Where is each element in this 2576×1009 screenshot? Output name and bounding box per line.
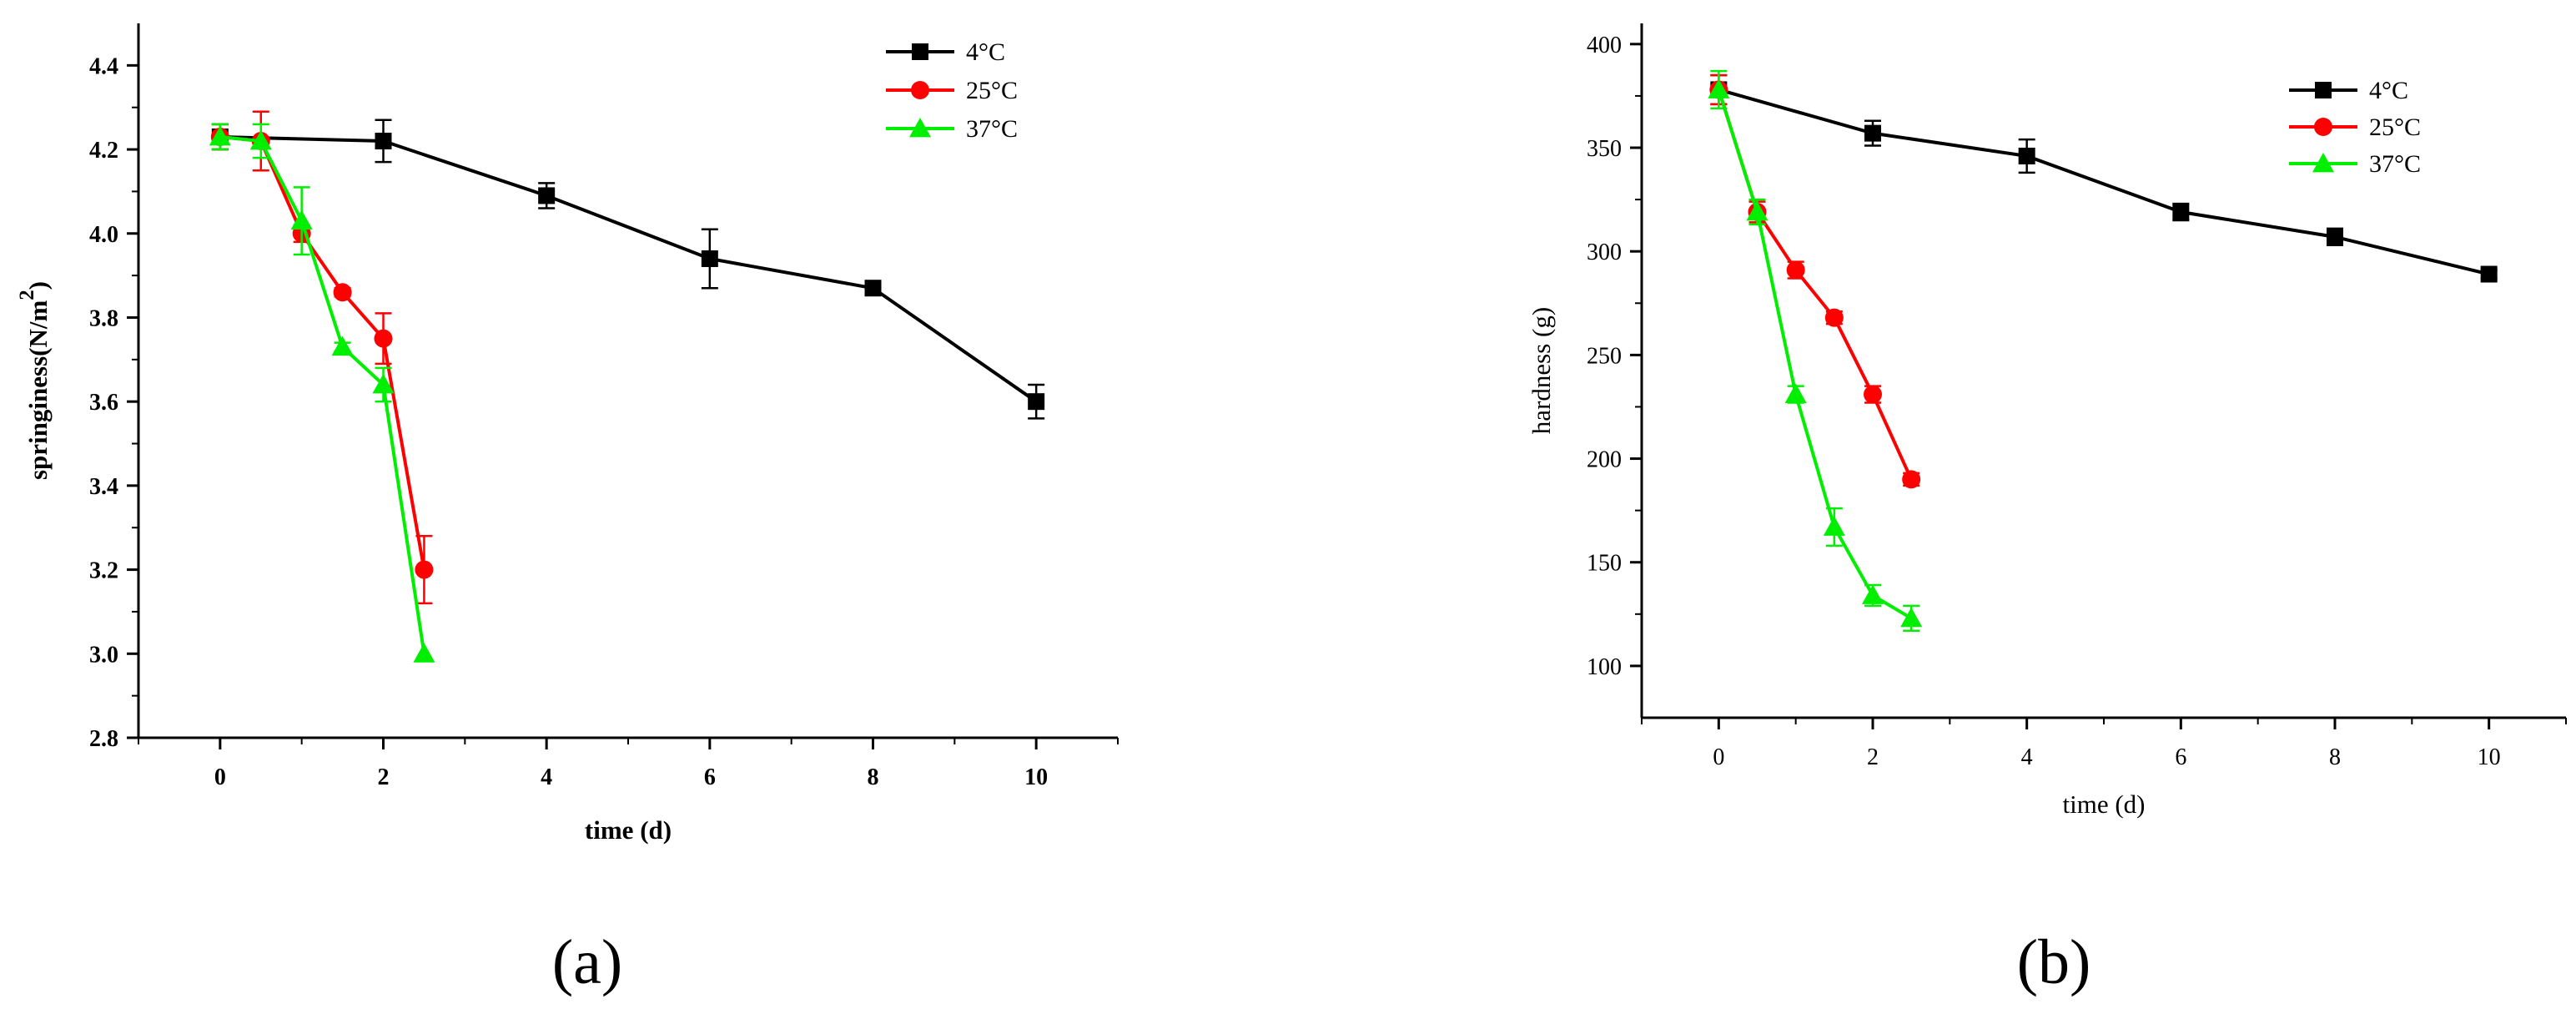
data-point bbox=[1864, 385, 1882, 404]
legend-label: 4°C bbox=[966, 38, 1005, 66]
data-point bbox=[1900, 607, 1923, 628]
y-tick-label: 3.4 bbox=[89, 474, 118, 500]
y-tick-label: 350 bbox=[1587, 136, 1622, 162]
y-tick-label: 400 bbox=[1587, 33, 1622, 58]
data-point bbox=[374, 329, 393, 348]
data-point bbox=[2480, 265, 2498, 283]
y-tick-label: 2.8 bbox=[89, 726, 118, 752]
data-point bbox=[701, 250, 718, 267]
y-axis-label-close: ) bbox=[23, 281, 53, 290]
data-point bbox=[864, 280, 882, 297]
data-point bbox=[209, 125, 231, 146]
series-line bbox=[1717, 88, 1913, 620]
y-tick-label: 3.6 bbox=[89, 390, 118, 416]
legend-marker bbox=[911, 81, 929, 99]
x-tick-label: 0 bbox=[1713, 744, 1724, 770]
x-tick-label: 6 bbox=[2175, 744, 2186, 770]
x-axis-label: time (d) bbox=[585, 815, 672, 845]
x-tick-label: 4 bbox=[541, 764, 552, 790]
panel-label: (a) bbox=[552, 927, 622, 997]
y-tick-label: 4.4 bbox=[89, 53, 118, 79]
series-line bbox=[219, 134, 426, 654]
legend-marker bbox=[2314, 118, 2332, 136]
legend-label: 37°C bbox=[2369, 150, 2421, 178]
data-point bbox=[249, 129, 272, 150]
x-tick-label: 8 bbox=[2329, 744, 2341, 770]
legend: 4°C 25°C 37°C bbox=[886, 38, 1018, 143]
data-point bbox=[375, 132, 392, 149]
data-point bbox=[1824, 308, 1844, 327]
series-0 bbox=[1710, 73, 2498, 283]
legend-marker bbox=[909, 118, 931, 138]
data-point bbox=[1784, 383, 1807, 403]
legend-marker bbox=[2312, 153, 2334, 173]
y-axis-label-text: springiness(N/m bbox=[23, 300, 53, 480]
y-tick-label: 3.8 bbox=[89, 305, 118, 331]
x-tick-label: 4 bbox=[2021, 744, 2033, 770]
data-point bbox=[1862, 584, 1884, 604]
y-axis-label: springiness(N/m2) bbox=[16, 281, 53, 480]
series-line bbox=[1717, 88, 1913, 481]
data-point bbox=[1746, 201, 1768, 221]
y-tick-label: 4.2 bbox=[89, 138, 118, 164]
legend-label: 25°C bbox=[2369, 114, 2421, 141]
data-point bbox=[372, 374, 395, 394]
y-tick-label: 150 bbox=[1587, 551, 1622, 577]
x-tick-label: 10 bbox=[2478, 744, 2501, 770]
data-point bbox=[2327, 228, 2343, 245]
x-tick-label: 8 bbox=[868, 764, 879, 790]
data-point bbox=[333, 283, 352, 302]
panel-label: (b) bbox=[2017, 927, 2091, 997]
y-tick-label: 200 bbox=[1587, 447, 1622, 473]
data-point bbox=[1708, 78, 1730, 98]
data-point bbox=[538, 187, 556, 204]
y-tick-label: 4.0 bbox=[89, 222, 118, 248]
data-point bbox=[415, 560, 434, 579]
data-point bbox=[1902, 470, 1921, 489]
x-axis-label: time (d) bbox=[2063, 790, 2146, 819]
chart-a: 0 2 4 6 8 10 2.8 3.0 3.2 3.4 3.6 3.8 4.0 4.2 4.4 time (… bbox=[16, 23, 1119, 997]
y-axis-label: hardness (g) bbox=[1527, 307, 1556, 434]
legend-label: 37°C bbox=[966, 115, 1018, 143]
data-point bbox=[1028, 393, 1045, 411]
series-2 bbox=[209, 123, 435, 663]
chart-b: 0 2 4 6 8 10 100 150 200 250 300 350 400 time (d) hard… bbox=[1527, 23, 2567, 997]
data-point bbox=[2018, 147, 2035, 164]
series-2 bbox=[1708, 69, 1923, 632]
legend: 4°C 25°C 37°C bbox=[2289, 77, 2421, 178]
data-point bbox=[1864, 124, 1881, 142]
x-tick-label: 6 bbox=[704, 764, 716, 790]
series-line bbox=[219, 134, 1038, 403]
legend-label: 4°C bbox=[2369, 77, 2408, 104]
y-tick-label: 300 bbox=[1587, 240, 1622, 265]
legend-label: 25°C bbox=[966, 77, 1018, 104]
data-point bbox=[1786, 260, 1805, 280]
x-tick-label: 10 bbox=[1024, 764, 1048, 790]
data-point bbox=[331, 335, 354, 356]
x-tick-label: 2 bbox=[1867, 744, 1879, 770]
series-line bbox=[219, 134, 426, 570]
x-tick-label: 0 bbox=[214, 764, 226, 790]
legend-marker bbox=[2315, 82, 2332, 98]
series-1 bbox=[210, 110, 434, 605]
y-tick-label: 250 bbox=[1587, 343, 1622, 369]
data-point bbox=[2172, 204, 2190, 221]
data-point bbox=[413, 643, 435, 663]
y-axis-label-text: hardness (g) bbox=[1527, 307, 1556, 434]
series-0 bbox=[211, 119, 1045, 420]
x-tick-label: 2 bbox=[378, 764, 390, 790]
series-line bbox=[1718, 88, 2490, 276]
y-tick-label: 100 bbox=[1587, 654, 1622, 680]
y-axis-label-superscript: 2 bbox=[16, 290, 38, 300]
data-point bbox=[290, 209, 313, 230]
y-tick-label: 3.2 bbox=[89, 558, 118, 584]
data-point bbox=[1823, 516, 1845, 536]
y-tick-label: 3.0 bbox=[89, 642, 118, 668]
legend-marker bbox=[912, 43, 928, 60]
